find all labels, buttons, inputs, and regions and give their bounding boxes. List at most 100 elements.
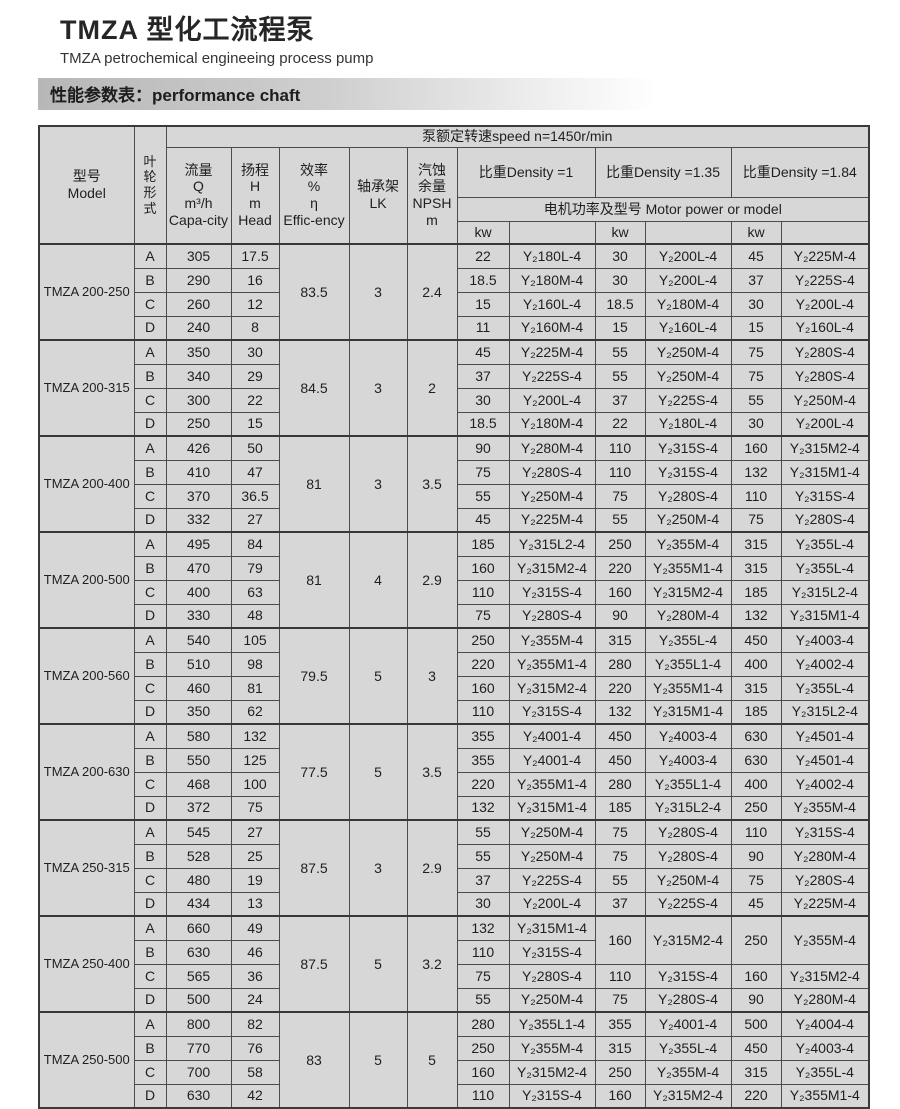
motor-model-cell: Y₂280M-4	[780, 987, 870, 1013]
head-cell: 58	[230, 1059, 280, 1085]
capacity-cell: 630	[165, 939, 232, 965]
motor-kw-cell: 400	[730, 771, 782, 797]
motor-model-cell: Y₂315M1-4	[780, 459, 870, 485]
motor-kw-cell: 400	[730, 651, 782, 677]
bearing-cell: 5	[348, 1011, 408, 1109]
motor-model-cell: Y₂180L-4	[508, 243, 596, 269]
table-row: C 370 36.5 55 Y₂250M-4 75 Y₂280S-4 110 Y₂315S-4	[39, 483, 870, 509]
motor-kw-cell: 355	[456, 723, 510, 749]
capacity-cell: 340	[165, 363, 232, 389]
head-cell: 100	[230, 771, 280, 797]
motor-kw-cell: 75	[730, 339, 782, 365]
motor-kw-cell: 160	[730, 963, 782, 989]
motor-kw-cell: 220	[730, 1083, 782, 1109]
motor-model-cell: Y₂315L2-4	[780, 699, 870, 725]
motor-kw-cell: 45	[456, 339, 510, 365]
motor-kw-cell: 160	[456, 555, 510, 581]
motor-kw-cell: 30	[594, 267, 646, 293]
table-row: TMZA 200-250 A 305 17.5 83.5 3 2.4 22 Y₂180L-4 30…	[38, 243, 870, 341]
impeller-cell: B	[133, 555, 167, 581]
head-cell: 12	[230, 291, 280, 317]
impeller-cell: B	[133, 651, 167, 677]
motor-kw-cell: 315	[730, 1059, 782, 1085]
motor-kw-cell: 55	[594, 363, 646, 389]
motor-model-cell: Y₂280S-4	[644, 483, 732, 509]
motor-model-cell: Y₂225S-4	[644, 387, 732, 413]
motor-model-cell: Y₂280S-4	[508, 603, 596, 629]
head-cell: 50	[230, 435, 280, 461]
header-impeller-type: 叶 轮 形 式	[133, 125, 167, 245]
motor-model-cell: Y₂355L1-4	[508, 1011, 596, 1037]
head-cell: 19	[230, 867, 280, 893]
motor-kw-cell: 18.5	[456, 267, 510, 293]
head-cell: 42	[230, 1083, 280, 1109]
motor-kw-cell: 315	[730, 555, 782, 581]
table-row: B 630 46 110 Y₂315S-4	[39, 939, 869, 965]
capacity-cell: 470	[165, 555, 232, 581]
motor-kw-cell: 185	[456, 531, 510, 557]
motor-kw-cell: 37	[730, 267, 782, 293]
motor-model-cell: Y₂280M-4	[508, 435, 596, 461]
motor-model-cell: Y₂315L2-4	[780, 579, 870, 605]
motor-kw-cell: 110	[594, 963, 646, 989]
head-cell: 8	[230, 315, 280, 341]
table-row: TMZA 200-630 A 580 132 77.5 5 3.5 355 Y₂4001-4 45…	[38, 723, 870, 821]
motor-kw-cell: 500	[730, 1011, 782, 1037]
motor-model-cell: Y₂280S-4	[508, 459, 596, 485]
bearing-cell: 5	[348, 627, 408, 725]
impeller-cell: C	[133, 291, 167, 317]
head-cell: 62	[230, 699, 280, 725]
motor-model-cell: Y₂315S-4	[508, 579, 596, 605]
capacity-cell: 372	[165, 795, 232, 821]
motor-model-cell: Y₂315M2-4	[780, 963, 870, 989]
header-density-1-35: 比重Density =1.35	[594, 146, 732, 198]
performance-table: 型号 Model 叶 轮 形 式 泵额定转速speed n=1450r/min …	[38, 125, 871, 1109]
motor-model-cell: Y₂355M1-4	[780, 1083, 870, 1109]
head-cell: 30	[230, 339, 280, 365]
motor-model-cell: Y₂160L-4	[780, 315, 870, 341]
motor-kw-cell: 355	[594, 1011, 646, 1037]
motor-model-cell: Y₂4001-4	[508, 723, 596, 749]
table-row: D 500 24 55 Y₂250M-4 75 Y₂280S-4 90 Y₂280M-4	[39, 987, 870, 1013]
motor-kw-cell: 30	[456, 387, 510, 413]
motor-kw-cell: 18.5	[456, 411, 510, 437]
capacity-cell: 332	[165, 507, 232, 533]
motor-model-cell: Y₂355L-4	[644, 627, 732, 653]
capacity-cell: 350	[165, 339, 232, 365]
motor-kw-cell: 280	[594, 651, 646, 677]
motor-model-cell: Y₂250M-4	[644, 339, 732, 365]
motor-model-cell: Y₂315M2-4	[780, 435, 870, 461]
capacity-cell: 495	[165, 531, 232, 557]
capacity-cell: 370	[165, 483, 232, 509]
impeller-cell: A	[133, 243, 167, 269]
head-cell: 36.5	[230, 483, 280, 509]
page-subtitle: TMZA petrochemical engineeing process pu…	[60, 50, 374, 67]
impeller-cell: D	[133, 603, 167, 629]
motor-kw-cell: 55	[456, 987, 510, 1013]
model-cell: TMZA 200-630	[38, 723, 135, 821]
table-row: C 565 36 75 Y₂280S-4 110 Y₂315S-4 160 Y₂315M2-4	[39, 963, 870, 989]
capacity-cell: 540	[165, 627, 232, 653]
motor-model-cell: Y₂315M2-4	[508, 675, 596, 701]
motor-model-cell: Y₂315L2-4	[644, 795, 732, 821]
motor-model-cell: Y₂355M-4	[508, 1035, 596, 1061]
motor-kw-cell: 30	[730, 411, 782, 437]
head-cell: 25	[230, 843, 280, 869]
motor-model-cell: Y₂280S-4	[644, 987, 732, 1013]
motor-kw-cell: 75	[594, 987, 646, 1013]
motor-model-cell: Y₂280S-4	[644, 843, 732, 869]
motor-model-cell: Y₂4003-4	[644, 723, 732, 749]
motor-model-cell: Y₂225S-4	[780, 267, 870, 293]
motor-kw-cell: 55	[594, 507, 646, 533]
motor-kw-cell: 75	[730, 363, 782, 389]
capacity-cell: 480	[165, 867, 232, 893]
motor-kw-cell: 90	[730, 843, 782, 869]
bearing-cell: 4	[348, 531, 408, 629]
capacity-cell: 510	[165, 651, 232, 677]
motor-model-cell: Y₂315S-4	[508, 939, 596, 965]
motor-model-cell: Y₂200L-4	[644, 243, 732, 269]
impeller-cell: D	[133, 891, 167, 917]
motor-kw-cell: 315	[594, 1035, 646, 1061]
motor-kw-cell: 15	[730, 315, 782, 341]
motor-model-cell: Y₂225M-4	[780, 243, 870, 269]
